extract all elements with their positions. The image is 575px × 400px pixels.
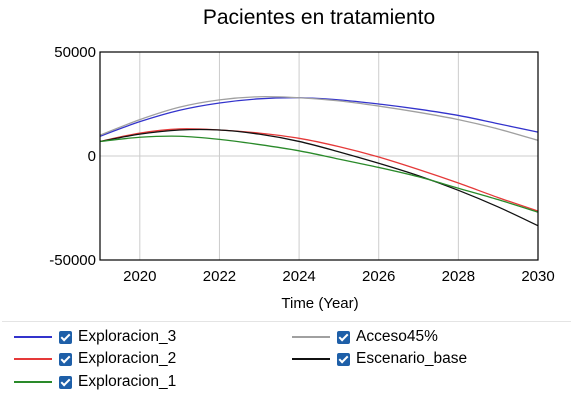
series-lines [99, 95, 539, 227]
grid [100, 51, 539, 261]
legend-label: Exploracion_1 [78, 373, 177, 390]
legend-item-exploracion-3[interactable]: Exploracion_3 [14, 328, 176, 346]
legend-swatch [292, 336, 330, 338]
legend-swatch [292, 358, 330, 360]
series-line-acceso45 [99, 95, 539, 142]
x-tick-label: 2026 [362, 268, 395, 285]
chart-plot: 2020 2022 2024 2026 2028 2030 50000 0 -50000 Tim… [49, 44, 554, 312]
checkbox-icon[interactable] [337, 330, 350, 344]
legend-label: Escenario_base [356, 350, 468, 367]
x-tick-label: 2028 [442, 268, 475, 285]
legend-label: Acceso45% [356, 328, 438, 345]
legend-swatch [14, 336, 52, 338]
checkbox-icon[interactable] [59, 375, 72, 389]
y-tick-label: 50000 [54, 44, 96, 61]
chart-title: Pacientes en tratamiento [202, 6, 436, 29]
x-tick-label: 2030 [521, 268, 554, 285]
y-tick-label: 0 [88, 148, 96, 165]
series-line-exploracion-1 [99, 135, 539, 213]
legend-swatch [14, 358, 52, 360]
x-axis-label: Time (Year) [281, 295, 358, 312]
legend-swatch [14, 381, 52, 383]
x-tick-label: 2020 [123, 268, 156, 285]
checkbox-icon[interactable] [59, 352, 72, 366]
series-line-exploracion-2 [99, 128, 539, 212]
series-line-escenario-base [99, 128, 539, 227]
x-tick-label: 2024 [282, 268, 315, 285]
checkbox-icon[interactable] [59, 330, 72, 344]
legend-item-escenario-base[interactable]: Escenario_base [292, 350, 467, 368]
legend-label: Exploracion_2 [78, 350, 177, 367]
legend-item-acceso45[interactable]: Acceso45% [292, 328, 438, 346]
checkbox-icon[interactable] [337, 352, 350, 366]
x-tick-label: 2022 [203, 268, 236, 285]
tick-labels: 2020 2022 2024 2026 2028 2030 50000 0 -50000 [49, 44, 554, 285]
legend-item-exploracion-2[interactable]: Exploracion_2 [14, 350, 176, 368]
legend-label: Exploracion_3 [78, 328, 177, 345]
legend-item-exploracion-1[interactable]: Exploracion_1 [14, 373, 176, 391]
plot-frame [99, 51, 539, 261]
y-tick-label: -50000 [49, 252, 96, 269]
legend-divider [2, 321, 571, 322]
